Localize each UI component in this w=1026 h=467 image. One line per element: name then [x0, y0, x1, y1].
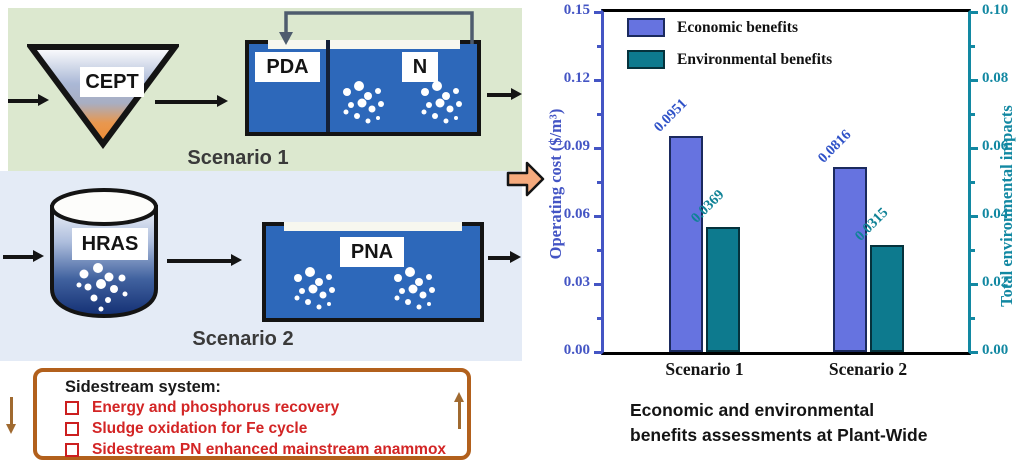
bar-environmental-scenario1: [706, 226, 740, 352]
sidestream-up-arrowhead: [454, 392, 464, 402]
right-axis-tick-label: 0.08: [982, 70, 1009, 86]
legend-label-economic: Economic benefits: [677, 18, 798, 36]
checkbox-square-icon: [65, 401, 79, 415]
cept-label: CEPT: [80, 67, 144, 97]
right-axis-title: Total environmental impacts: [997, 105, 1016, 307]
bar-value-label: 0.0951: [650, 96, 691, 136]
sidestream-title: Sidestream system:: [65, 378, 221, 396]
cept-to-tank-arrow: [155, 95, 228, 107]
n-label-text: N: [412, 55, 428, 78]
hras-to-pna-arrow: [167, 254, 242, 266]
left-axis-tick: [594, 214, 601, 218]
outflow-arrow-scenario2: [488, 251, 521, 263]
left-axis-title: Operating cost ($/m³): [546, 108, 565, 260]
right-axis-tick: [971, 350, 978, 354]
left-axis-minor-tick: [597, 113, 601, 116]
right-axis-tick: [971, 282, 978, 286]
pda-label: PDA: [255, 52, 320, 82]
scenario1-label: Scenario 1: [187, 147, 289, 169]
right-axis-tick: [971, 10, 978, 14]
left-axis-tick: [594, 350, 601, 354]
tank-open-top: [268, 40, 460, 49]
right-axis-tick-label: 0.06: [982, 138, 1009, 154]
pda-label-text: PDA: [266, 55, 309, 78]
left-axis-minor-tick: [597, 181, 601, 184]
left-axis-tick: [594, 10, 601, 14]
x-category-label: Scenario 1: [665, 359, 744, 379]
right-axis-tick: [971, 214, 978, 218]
left-axis-tick-label: 0.03: [563, 274, 590, 290]
bar-economic-scenario1: [669, 136, 703, 352]
bar-economic-scenario2: [832, 167, 867, 352]
right-axis-tick-label: 0.00: [982, 342, 1009, 358]
sidestream-item-text: Sludge oxidation for Fe cycle: [92, 420, 308, 437]
inflow-arrow-scenario1: [8, 94, 49, 106]
n-label: N: [402, 52, 438, 82]
checkbox-square-icon: [65, 422, 79, 436]
bar-value-label: 0.0816: [814, 126, 854, 167]
right-axis-tick: [971, 146, 978, 150]
sidestream-item-text: Energy and phosphorus recovery: [92, 399, 340, 416]
left-axis-tick-label: 0.00: [563, 342, 590, 358]
hras-label-text: HRAS: [81, 232, 139, 255]
left-axis-minor-tick: [597, 45, 601, 48]
right-axis-tick-label: 0.02: [982, 274, 1009, 290]
left-axis-tick-label: 0.09: [563, 138, 590, 154]
checkbox-square-icon: [65, 443, 79, 457]
left-axis-minor-tick: [597, 317, 601, 320]
chart-caption: Economic and environmental benefits asse…: [630, 398, 927, 447]
aeration-bubbles-icon: [294, 267, 435, 310]
right-axis-minor-tick: [971, 181, 975, 184]
left-axis-tick-label: 0.15: [563, 2, 590, 18]
tank-open-top: [284, 222, 462, 231]
right-axis-minor-tick: [971, 113, 975, 116]
pna-label-text: PNA: [350, 240, 394, 263]
left-axis-minor-tick: [597, 249, 601, 252]
legend-swatch-environmental: [627, 50, 665, 69]
sidestream-box: Sidestream system: Energy and phosphorus…: [33, 368, 471, 460]
pna-label: PNA: [340, 237, 404, 267]
cept-label-text: CEPT: [85, 70, 139, 93]
sidestream-item: Energy and phosphorus recovery: [65, 398, 339, 418]
sidestream-item-text: Sidestream PN enhanced mainstream anammo…: [92, 441, 447, 458]
inflow-arrow-scenario2: [3, 250, 44, 262]
tank-divider: [326, 40, 330, 132]
sidestream-item: Sidestream PN enhanced mainstream anammo…: [65, 440, 446, 460]
sidestream-up-arrow-icon: [458, 401, 461, 429]
left-axis-tick: [594, 282, 601, 286]
pda-n-tank: PDA N: [245, 40, 481, 136]
left-axis-tick: [594, 78, 601, 82]
right-axis-tick-label: 0.10: [982, 2, 1009, 18]
right-axis-minor-tick: [971, 45, 975, 48]
legend-swatch-economic: [627, 18, 665, 37]
right-axis-minor-tick: [971, 249, 975, 252]
chart-caption-line1: Economic and environmental: [630, 400, 875, 420]
left-axis-tick-label: 0.12: [563, 70, 590, 86]
hras-label: HRAS: [72, 228, 148, 260]
bar-environmental-scenario2: [869, 244, 904, 352]
chart-caption-line2: benefits assessments at Plant-Wide: [630, 424, 928, 445]
legend-entry-economic: Economic benefits: [627, 18, 798, 37]
sidestream-down-arrowhead: [6, 424, 16, 434]
right-axis-tick-label: 0.04: [982, 206, 1009, 222]
right-axis-tick: [971, 78, 978, 82]
block-arrow-icon: [506, 161, 545, 197]
aeration-bubbles-icon: [343, 81, 462, 124]
scenario2-label: Scenario 2: [192, 328, 294, 350]
outflow-arrow-scenario1: [487, 88, 522, 100]
legend-label-environmental: Environmental benefits: [677, 50, 833, 68]
sidestream-item: Sludge oxidation for Fe cycle: [65, 419, 307, 439]
left-axis-tick-label: 0.06: [563, 206, 590, 222]
recycle-arrow-icon: [279, 11, 474, 45]
right-axis-minor-tick: [971, 317, 975, 320]
sidestream-down-arrow-icon: [10, 397, 13, 425]
pna-tank: PNA: [262, 222, 484, 322]
left-axis-tick: [594, 146, 601, 150]
x-category-label: Scenario 2: [828, 359, 908, 379]
legend-entry-environmental: Environmental benefits: [627, 50, 832, 69]
